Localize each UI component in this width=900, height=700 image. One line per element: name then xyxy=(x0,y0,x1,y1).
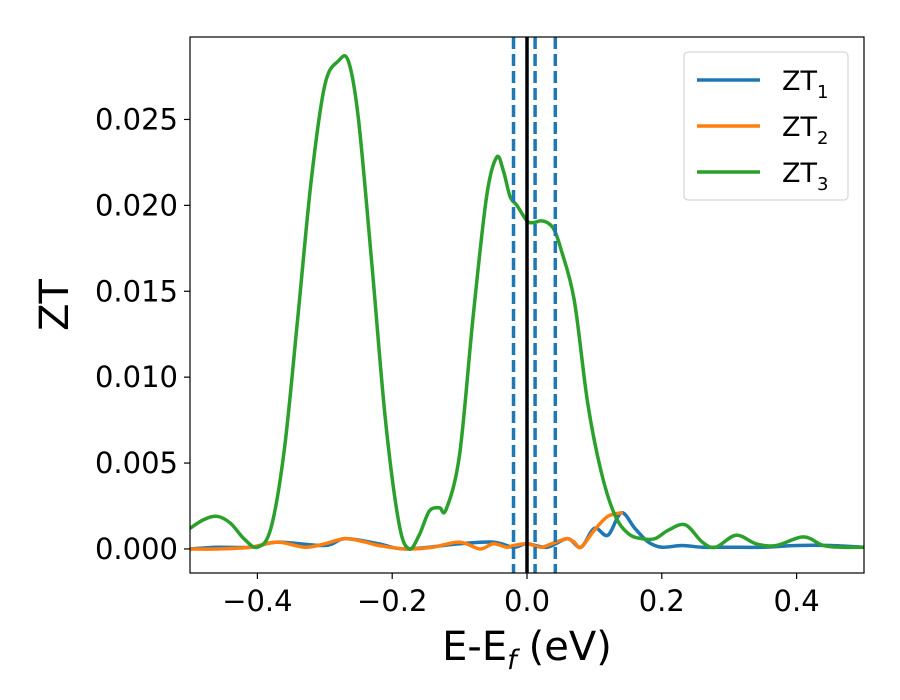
x-tick-label: 0.4 xyxy=(774,584,820,618)
y-tick-label: 0.020 xyxy=(95,188,178,222)
x-tick-label: 0.2 xyxy=(639,584,685,618)
x-axis-title: E-Ef (eV) xyxy=(442,624,612,676)
x-tick-label: 0.0 xyxy=(504,584,550,618)
y-tick-label: 0.005 xyxy=(95,446,178,480)
legend: ZT1 ZT2 ZT3 xyxy=(683,51,849,201)
legend-label-zt3: ZT3 xyxy=(782,158,828,195)
x-axis: −0.4 −0.2 0.0 0.2 0.4 xyxy=(222,573,820,618)
vline-layer xyxy=(511,37,558,573)
y-tick-label: 0.015 xyxy=(95,274,178,308)
legend-label-zt1: ZT1 xyxy=(782,66,828,103)
y-tick-label: 0.000 xyxy=(95,532,178,566)
legend-box xyxy=(683,51,849,201)
series-line-zt3 xyxy=(190,53,864,551)
x-tick-label: −0.4 xyxy=(222,584,292,618)
series-line-zt2 xyxy=(190,511,624,551)
x-tick-label: −0.2 xyxy=(357,584,427,618)
legend-label-zt2: ZT2 xyxy=(782,112,828,149)
y-tick-label: 0.025 xyxy=(95,102,178,136)
y-tick-label: 0.010 xyxy=(95,360,178,394)
series-layer xyxy=(190,53,864,551)
y-axis-title: ZT xyxy=(32,279,78,331)
y-axis: 0.000 0.005 0.010 0.015 0.020 0.025 xyxy=(95,102,190,566)
